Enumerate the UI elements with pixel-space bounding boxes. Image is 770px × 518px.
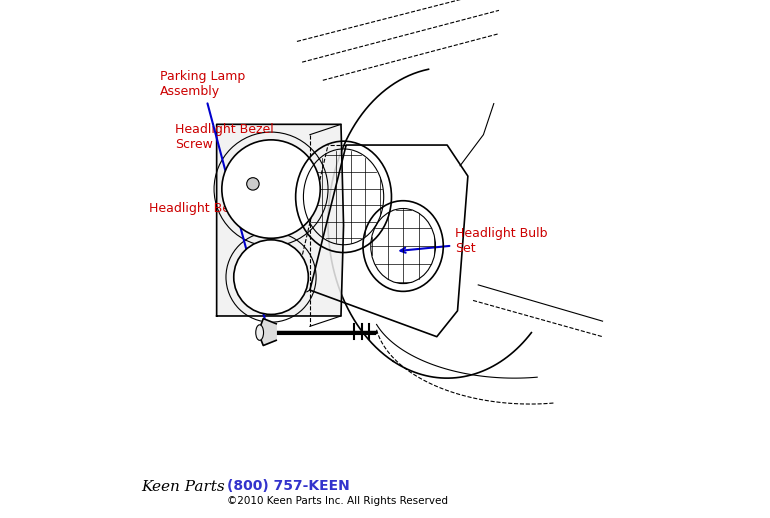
Polygon shape — [216, 124, 343, 316]
Text: Headlight Bezel: Headlight Bezel — [149, 202, 258, 215]
Circle shape — [246, 178, 259, 190]
Text: Headlight Bulb
Set: Headlight Bulb Set — [400, 227, 547, 255]
Circle shape — [234, 240, 308, 314]
Text: Keen Parts: Keen Parts — [142, 480, 226, 494]
Circle shape — [222, 140, 320, 238]
Ellipse shape — [256, 325, 263, 340]
Polygon shape — [258, 319, 276, 346]
Text: Parking Lamp
Assembly: Parking Lamp Assembly — [159, 70, 268, 327]
Text: (800) 757-KEEN: (800) 757-KEEN — [227, 479, 350, 493]
Text: ©2010 Keen Parts Inc. All Rights Reserved: ©2010 Keen Parts Inc. All Rights Reserve… — [227, 496, 448, 507]
Text: Headlight Bezel
Screw: Headlight Bezel Screw — [176, 123, 274, 181]
